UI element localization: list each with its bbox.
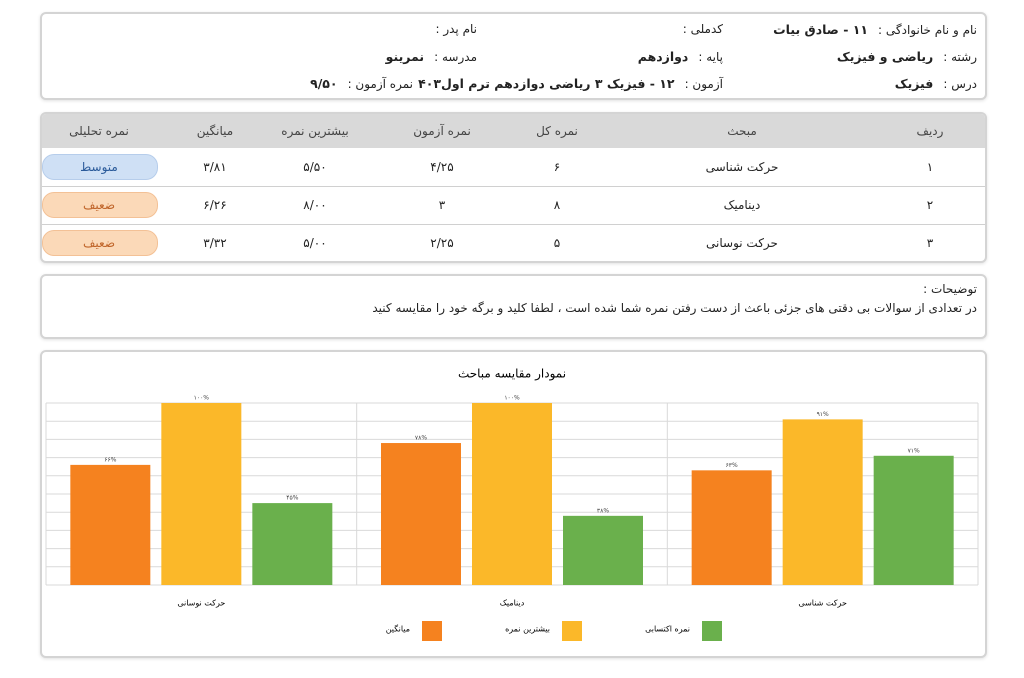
table-cell: ۱ — [926, 160, 934, 174]
header-field: آزمون : ۱۲ - فیزیک ۳ ریاضی دوازدهم ترم او… — [418, 76, 723, 91]
header-field: کدملی : — [683, 22, 723, 36]
table-box: ردیف مبحث نمره کل نمره آزمون بیشترین نمره میا… — [40, 112, 987, 263]
column-header: میانگین — [196, 124, 234, 138]
field-value: ۱۲ - فیزیک ۳ ریاضی دوازدهم ترم اول۴۰۳ — [418, 76, 675, 91]
table-header-bg — [42, 114, 985, 148]
table-cell: دینامیک — [723, 198, 761, 212]
field-value: فیزیک — [894, 76, 934, 91]
notes-title: توضیحات : — [923, 282, 977, 296]
column-header: نمره تحلیلی — [69, 124, 129, 138]
header-field: نمره آزمون : ۹/۵۰ — [310, 76, 413, 91]
status-badge — [42, 192, 158, 218]
column-header: مبحث — [727, 124, 757, 138]
field-label: رشته : — [943, 50, 977, 64]
table-cell: ۵/۵۰ — [303, 160, 327, 174]
field-label: درس : — [943, 77, 977, 91]
column-header: ردیف — [916, 124, 944, 138]
status-text: ضعیف — [82, 236, 116, 250]
field-label: مدرسه : — [434, 50, 477, 64]
table-cell: حرکت شناسی — [705, 160, 779, 174]
column-header: نمره کل — [536, 124, 578, 138]
field-label: نمره آزمون : — [347, 77, 413, 91]
table-cell: ۲/۲۵ — [430, 236, 454, 250]
column-header: نمره آزمون — [413, 124, 471, 138]
table-cell: ۶/۲۶ — [203, 198, 227, 212]
row-divider — [42, 186, 985, 187]
field-label: کدملی : — [682, 22, 723, 36]
chart-box — [40, 350, 987, 658]
field-label: نام و نام خانوادگی : — [878, 23, 977, 37]
header-field: درس : فیزیک — [895, 76, 977, 91]
table-cell: ۴/۲۵ — [430, 160, 454, 174]
table-cell: ۳ — [438, 198, 446, 212]
table-cell: ۸ — [553, 198, 561, 212]
notes-box: توضیحات : در تعدادی از سوالات بی دقتی ها… — [40, 274, 987, 339]
table-cell: ۶ — [553, 160, 561, 174]
table-cell: ۳/۸۱ — [203, 160, 227, 174]
table-cell: حرکت نوسانی — [706, 236, 778, 250]
header-field: پایه : دوازدهم — [638, 49, 723, 64]
field-value: ریاضی و فیزیک — [836, 49, 934, 64]
header-field: نام و نام خانوادگی : ۱۱ - صادق بیات — [773, 22, 977, 37]
table-cell: ۸/۰۰ — [303, 198, 327, 212]
table-cell: ۲ — [926, 198, 934, 212]
header-field: رشته : ریاضی و فیزیک — [837, 49, 977, 64]
status-text: ضعیف — [82, 198, 116, 212]
table-cell: ۳/۳۲ — [203, 236, 227, 250]
status-badge — [42, 230, 158, 256]
field-label: نام پدر : — [435, 22, 477, 36]
table-cell: ۳ — [926, 236, 934, 250]
header-field: مدرسه : نمرینو — [386, 49, 477, 64]
column-header: بیشترین نمره — [281, 124, 349, 138]
notes-text: در تعدادی از سوالات بی دقتی های جزئی باع… — [372, 301, 977, 315]
field-value: نمرینو — [385, 49, 425, 64]
field-value: ۹/۵۰ — [310, 76, 338, 91]
table-cell: ۵/۰۰ — [303, 236, 327, 250]
field-label: پایه : — [698, 50, 723, 64]
table-cell: ۵ — [553, 236, 561, 250]
header-box: نام و نام خانوادگی : ۱۱ - صادق بیات کدملی … — [40, 12, 987, 100]
field-label: آزمون : — [684, 77, 723, 91]
status-badge — [42, 154, 158, 180]
row-divider — [42, 224, 985, 225]
header-field: نام پدر : — [435, 22, 477, 36]
field-value: دوازدهم — [637, 49, 689, 64]
field-value: ۱۱ - صادق بیات — [773, 22, 869, 37]
status-text: متوسط — [80, 160, 118, 174]
